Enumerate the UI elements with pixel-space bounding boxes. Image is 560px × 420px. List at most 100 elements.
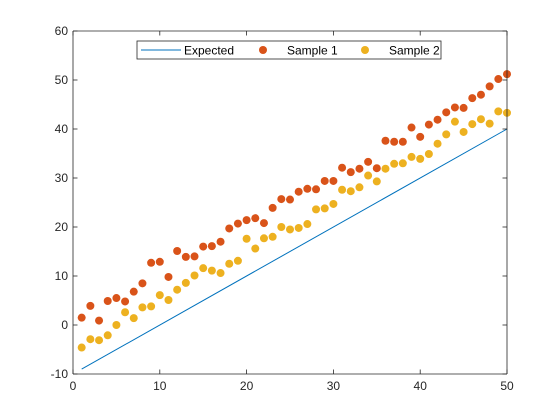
data-point-sample-1 <box>268 203 277 212</box>
data-point-sample-2 <box>320 204 329 213</box>
data-point-sample-2 <box>329 199 338 208</box>
data-point-sample-2 <box>407 152 416 161</box>
data-point-sample-2 <box>398 159 407 168</box>
data-point-sample-2 <box>147 302 156 311</box>
data-point-sample-1 <box>164 272 173 281</box>
data-point-sample-2 <box>303 220 312 229</box>
data-point-sample-2 <box>190 271 199 280</box>
x-ticks: 0 10 20 30 40 50 <box>70 31 514 393</box>
data-point-sample-1 <box>407 123 416 132</box>
data-point-sample-1 <box>225 224 234 233</box>
y-tick-label: -10 <box>51 367 69 381</box>
data-point-sample-2 <box>251 244 260 253</box>
y-tick-label: 0 <box>61 318 68 332</box>
data-point-sample-2 <box>277 223 286 231</box>
data-point-sample-1 <box>381 136 390 145</box>
data-point-sample-1 <box>468 94 477 103</box>
data-point-sample-1 <box>372 164 381 173</box>
data-point-sample-2 <box>77 343 86 352</box>
legend-label-sample-2: Sample 2 <box>389 44 440 58</box>
data-point-sample-2 <box>372 177 381 186</box>
data-point-sample-1 <box>147 258 156 267</box>
x-tick-label: 0 <box>70 379 77 393</box>
data-point-sample-1 <box>207 242 216 251</box>
legend: Expected Sample 1 Sample 2 <box>136 40 442 60</box>
data-point-sample-2 <box>294 223 303 232</box>
series-line-expected <box>81 128 508 370</box>
data-point-sample-1 <box>355 164 364 173</box>
axes-box <box>72 30 508 375</box>
data-point-sample-1 <box>138 279 147 288</box>
data-point-sample-2 <box>95 336 104 345</box>
data-point-sample-1 <box>242 216 251 225</box>
data-point-sample-1 <box>95 316 104 325</box>
data-point-sample-2 <box>364 171 373 180</box>
data-point-sample-2 <box>355 183 364 192</box>
data-point-sample-1 <box>103 296 112 305</box>
data-point-sample-2 <box>476 115 485 124</box>
data-point-sample-1 <box>398 137 407 146</box>
legend-box <box>136 40 442 60</box>
data-point-sample-2 <box>381 164 390 173</box>
data-point-sample-1 <box>286 195 294 204</box>
data-point-sample-2 <box>216 269 225 278</box>
data-point-sample-2 <box>424 149 433 158</box>
series-sample-2 <box>77 107 511 352</box>
legend-swatch-sample-1 <box>259 46 267 54</box>
data-point-sample-2 <box>207 266 216 275</box>
data-point-sample-1 <box>190 252 199 261</box>
legend-label-expected: Expected <box>184 44 234 58</box>
data-point-sample-1 <box>181 252 190 261</box>
data-point-sample-2 <box>390 159 399 168</box>
x-tick-label: 40 <box>414 379 428 393</box>
data-point-sample-2 <box>468 120 477 129</box>
data-point-sample-1 <box>259 219 268 228</box>
data-point-sample-2 <box>181 278 190 287</box>
data-point-sample-1 <box>433 115 442 124</box>
y-tick-label: 30 <box>55 171 69 185</box>
data-point-sample-1 <box>416 132 425 141</box>
data-point-sample-1 <box>277 195 286 204</box>
data-point-sample-1 <box>442 108 451 117</box>
data-point-sample-1 <box>233 219 242 228</box>
data-point-sample-1 <box>476 90 485 99</box>
data-point-sample-1 <box>77 313 86 322</box>
legend-label-sample-1: Sample 1 <box>287 44 338 58</box>
data-point-sample-2 <box>242 234 251 243</box>
data-point-sample-1 <box>216 237 225 246</box>
data-point-sample-1 <box>129 287 138 296</box>
data-point-sample-2 <box>459 127 468 136</box>
data-point-sample-2 <box>450 117 459 126</box>
x-tick-label: 10 <box>153 379 167 393</box>
data-point-sample-1 <box>251 214 260 223</box>
data-point-sample-2 <box>121 308 130 317</box>
data-point-sample-1 <box>364 157 373 166</box>
data-point-sample-2 <box>442 130 451 139</box>
y-tick-label: 20 <box>55 220 69 234</box>
data-point-sample-1 <box>450 103 459 112</box>
x-tick-label: 30 <box>327 379 341 393</box>
data-point-sample-1 <box>494 75 503 84</box>
y-tick-label: 10 <box>55 269 69 283</box>
y-ticks: -10 0 10 20 30 40 50 60 <box>51 24 507 381</box>
data-point-sample-2 <box>129 314 138 323</box>
data-point-sample-2 <box>138 303 147 312</box>
series-sample-1 <box>77 70 511 325</box>
data-point-sample-2 <box>259 234 268 243</box>
data-point-sample-2 <box>416 154 425 163</box>
data-point-sample-2 <box>485 119 494 128</box>
data-point-sample-1 <box>346 168 355 177</box>
data-point-sample-1 <box>459 103 468 112</box>
data-point-sample-2 <box>268 232 277 241</box>
data-point-sample-2 <box>103 331 112 340</box>
y-tick-label: 50 <box>55 73 69 87</box>
data-point-sample-2 <box>173 285 182 294</box>
y-tick-label: 40 <box>55 122 69 136</box>
data-point-sample-2 <box>494 107 503 116</box>
data-point-sample-2 <box>433 139 442 148</box>
data-point-sample-2 <box>199 264 208 273</box>
data-point-sample-1 <box>312 185 321 194</box>
data-point-sample-2 <box>312 205 321 214</box>
